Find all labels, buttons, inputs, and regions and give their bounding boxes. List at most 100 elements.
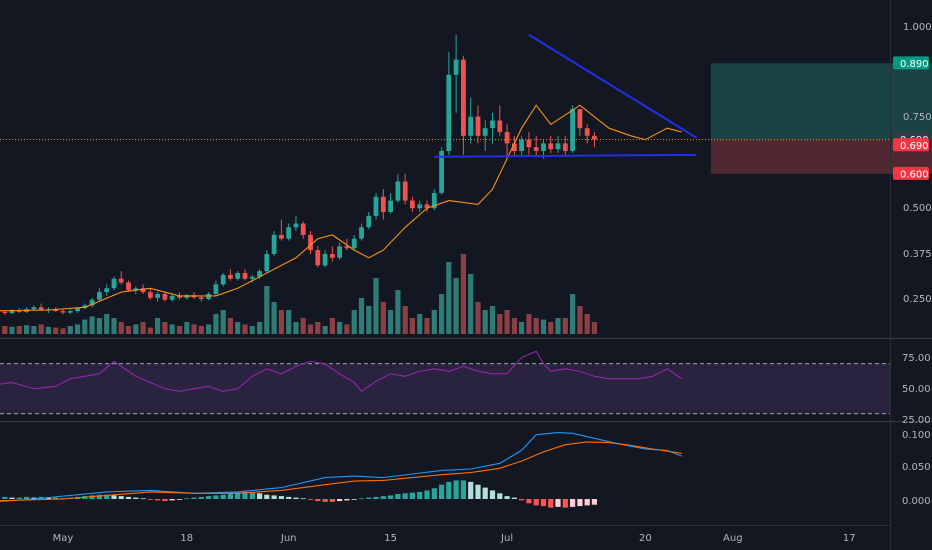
date-tick-label: Jul — [500, 533, 513, 544]
volume-bar — [555, 318, 561, 334]
volume-bar — [409, 318, 415, 334]
candle-body — [198, 297, 204, 299]
price-tick-label: 0.250 — [903, 294, 932, 305]
candle-body — [16, 310, 22, 312]
volume-bar — [322, 326, 328, 334]
candle-body — [453, 59, 459, 75]
volume-bar — [206, 324, 212, 334]
macd-axis[interactable]: 0.100 0.050 0.000 — [902, 430, 931, 507]
candle-body — [475, 116, 481, 136]
histogram-bar — [373, 496, 379, 499]
candle-body — [417, 204, 423, 209]
candle-body — [169, 295, 175, 300]
volume-bar — [511, 318, 517, 334]
volume-bar — [155, 318, 161, 334]
candle-body — [592, 135, 597, 140]
volume-bar — [75, 324, 81, 334]
histogram-bar — [358, 498, 365, 500]
candle-body — [533, 147, 539, 151]
volume-bar — [424, 318, 430, 334]
histogram-bar — [424, 490, 430, 499]
histogram-bar — [388, 495, 394, 499]
histogram-bar — [446, 481, 452, 499]
histogram-bar — [315, 499, 321, 502]
volume-bar — [344, 324, 350, 334]
candle-body — [206, 294, 211, 299]
rsi-band-fill — [0, 363, 890, 414]
volume-bar — [67, 326, 73, 334]
macd-tick-label: 0.100 — [902, 430, 931, 441]
volume-bar — [125, 326, 132, 334]
histogram-bar — [577, 499, 583, 507]
histogram-bar — [220, 494, 226, 499]
histogram-bar — [468, 481, 474, 499]
volume-bar — [446, 262, 452, 334]
rsi-tick-label: 25.00 — [902, 415, 931, 426]
histogram-bar — [431, 488, 437, 499]
candle-body — [31, 307, 37, 310]
volume-bar — [380, 302, 386, 334]
candle-body — [228, 274, 233, 279]
price-axis[interactable]: 1.000 0.750 0.500 0.375 0.250 — [903, 22, 932, 305]
volume-bar — [147, 327, 153, 334]
candle-body — [519, 139, 524, 151]
candle-body — [293, 223, 299, 228]
candle-body — [351, 238, 357, 249]
histogram-bar — [155, 499, 161, 501]
volume-bar — [286, 310, 292, 334]
candle-body — [75, 308, 80, 312]
histogram-bar — [548, 499, 554, 508]
volume-bar — [162, 322, 168, 334]
long-position-tool[interactable] — [710, 63, 932, 174]
volume-bar — [118, 322, 124, 334]
volume-bar — [264, 286, 270, 334]
histogram-bar — [337, 499, 343, 502]
histogram-bar — [104, 494, 110, 499]
candle-body — [97, 292, 102, 300]
candle-body — [220, 274, 226, 285]
triangle-trendlines[interactable] — [434, 33, 697, 158]
volume-bar — [584, 314, 590, 334]
histogram-bar — [125, 496, 132, 499]
rsi-axis[interactable]: 75.00 50.00 25.00 — [902, 353, 931, 426]
volume-bar — [468, 274, 474, 334]
volume-bar — [519, 322, 525, 334]
histogram-bar — [45, 497, 51, 499]
candle-body — [541, 143, 546, 151]
histogram-bar — [475, 484, 481, 499]
date-tick-label: 17 — [843, 533, 856, 544]
volume-bar — [431, 310, 437, 334]
volume-bar — [453, 278, 459, 334]
candle-body — [271, 234, 277, 254]
histogram-bar — [380, 496, 386, 499]
histogram-bar — [439, 484, 445, 499]
volume-bar — [395, 290, 401, 334]
volume-bar — [198, 326, 204, 334]
time-axis[interactable]: May18Jun15Jul20Aug17Sep14Oct19 — [53, 533, 932, 544]
volume-bar — [176, 326, 183, 334]
volume-bar — [504, 310, 510, 334]
price-pane[interactable] — [0, 33, 932, 334]
histogram-bar — [300, 498, 306, 500]
macd-pane[interactable] — [0, 432, 683, 508]
histogram-bar — [460, 480, 466, 499]
candle-body — [504, 132, 510, 144]
price-badges: 0.890 0.690 0.690 0.600 — [893, 56, 929, 180]
volume-bar — [89, 316, 95, 334]
candle-body — [482, 128, 488, 136]
candle-body — [439, 151, 444, 193]
histogram-bar — [96, 494, 102, 499]
macd-histogram — [0, 480, 597, 508]
volume-bar — [315, 322, 321, 334]
volume-bar — [169, 324, 175, 334]
volume-bar — [213, 314, 219, 334]
histogram-bar — [293, 497, 299, 499]
rsi-pane[interactable] — [0, 350, 890, 415]
histogram-bar — [118, 496, 124, 499]
volume-bar — [2, 326, 8, 334]
histogram-bar — [213, 495, 219, 499]
volume-bar — [439, 294, 445, 334]
volume-bar — [540, 319, 547, 334]
macd-tick-label: 0.000 — [902, 496, 931, 507]
